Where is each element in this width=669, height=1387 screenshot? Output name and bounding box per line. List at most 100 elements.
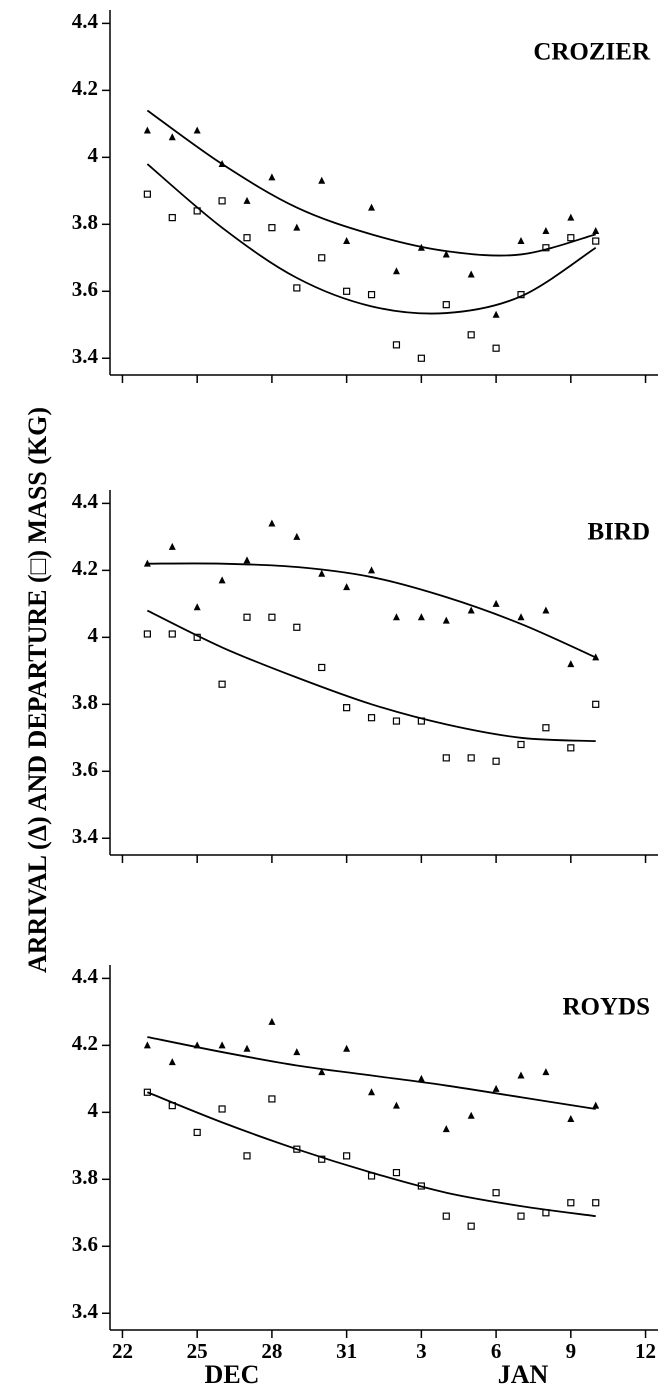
arrival-point <box>368 1088 376 1096</box>
y-tick-label: 4.2 <box>72 556 98 580</box>
departure-point <box>442 754 450 762</box>
y-tick-label: 3.4 <box>72 1299 99 1323</box>
x-tick-label: 3 <box>416 1339 427 1363</box>
arrival-point <box>467 270 475 278</box>
arrival-point <box>268 1017 276 1025</box>
arrival-point <box>442 616 450 624</box>
arrival-point <box>567 1115 575 1123</box>
departure-point <box>367 714 376 722</box>
departure-point <box>218 1105 226 1113</box>
x-tick-label: 25 <box>187 1339 208 1363</box>
x-tick-label: 9 <box>566 1339 577 1363</box>
arrival-point <box>368 203 376 211</box>
departure-point <box>517 740 525 749</box>
arrival-point <box>467 606 475 614</box>
arrival-point <box>442 250 450 258</box>
fit-curve <box>147 1036 596 1110</box>
departure-point <box>492 757 500 765</box>
departure-point <box>417 354 425 362</box>
arrival-point <box>268 173 276 181</box>
arrival-point <box>168 133 176 141</box>
x-tick-label: 12 <box>635 1339 656 1363</box>
y-tick-label: 3.6 <box>72 757 98 781</box>
arrival-point <box>293 532 301 540</box>
arrival-point <box>442 1125 450 1133</box>
x-tick-label: 28 <box>261 1339 282 1363</box>
x-group-label: DEC <box>205 1360 260 1387</box>
departure-point <box>268 1095 276 1103</box>
arrival-point <box>193 603 201 611</box>
departure-point <box>343 287 351 295</box>
departure-point <box>592 1199 600 1207</box>
y-axis-label: ARRIVAL (Δ) AND DEPARTURE (□) MASS (KG) <box>23 407 52 973</box>
y-tick-label: 4.2 <box>72 76 98 100</box>
arrival-point <box>243 556 251 564</box>
departure-point <box>168 630 176 638</box>
y-tick-label: 4.2 <box>72 1031 98 1055</box>
arrival-point <box>492 1084 500 1092</box>
x-tick-label: 31 <box>336 1339 357 1363</box>
arrival-point <box>343 1044 351 1052</box>
x-tick-label: 6 <box>491 1339 502 1363</box>
departure-point <box>243 613 251 621</box>
x-tick-label: 22 <box>112 1339 133 1363</box>
departure-point <box>218 197 226 205</box>
y-tick-label: 3.8 <box>72 210 98 234</box>
departure-point <box>542 724 550 732</box>
arrival-point <box>368 566 376 574</box>
arrival-point <box>517 237 525 245</box>
arrival-point <box>318 1068 326 1076</box>
departure-point <box>492 1189 500 1197</box>
arrival-point <box>243 1044 251 1052</box>
departure-point <box>517 1212 525 1220</box>
arrival-point <box>592 1101 600 1109</box>
arrival-point <box>567 213 575 221</box>
y-tick-label: 3.6 <box>72 277 98 301</box>
y-tick-label: 3.4 <box>72 344 99 368</box>
departure-point <box>293 623 301 631</box>
departure-point <box>218 680 226 688</box>
departure-point <box>392 1169 401 1177</box>
departure-point <box>318 663 326 672</box>
arrival-point <box>168 542 176 550</box>
arrival-point <box>467 1111 475 1119</box>
arrival-point <box>193 126 201 134</box>
fit-curve <box>147 1091 596 1218</box>
departure-point <box>567 234 575 242</box>
arrival-point <box>517 613 525 621</box>
y-tick-label: 3.6 <box>72 1232 98 1256</box>
panel-title: BIRD <box>587 519 650 546</box>
y-tick-label: 4 <box>88 143 99 167</box>
departure-point <box>567 1199 575 1207</box>
departure-point <box>343 1152 351 1160</box>
departure-point <box>592 237 600 245</box>
arrival-point <box>218 1041 226 1049</box>
arrival-point <box>417 613 425 621</box>
panel-title: CROZIER <box>533 39 651 66</box>
arrival-point <box>218 576 226 584</box>
arrival-point <box>392 613 400 621</box>
departure-point <box>567 744 575 752</box>
fit-curve <box>146 609 596 743</box>
departure-point <box>467 754 475 762</box>
departure-point <box>268 224 276 232</box>
departure-point <box>243 234 251 242</box>
arrival-point <box>417 1074 425 1082</box>
arrival-point <box>392 1101 400 1109</box>
fit-curve <box>146 163 597 315</box>
departure-point <box>143 630 151 638</box>
arrival-point <box>492 599 500 607</box>
arrival-point <box>492 310 500 318</box>
arrival-point <box>343 583 351 591</box>
arrival-point <box>592 227 600 235</box>
departure-point <box>293 284 301 292</box>
arrival-point <box>293 223 301 231</box>
y-tick-label: 4.4 <box>72 489 99 513</box>
arrival-point <box>517 1071 525 1079</box>
arrival-point <box>567 660 575 668</box>
departure-point <box>442 1212 450 1220</box>
arrival-point <box>343 237 351 245</box>
departure-point <box>268 613 276 621</box>
departure-point <box>143 190 151 198</box>
